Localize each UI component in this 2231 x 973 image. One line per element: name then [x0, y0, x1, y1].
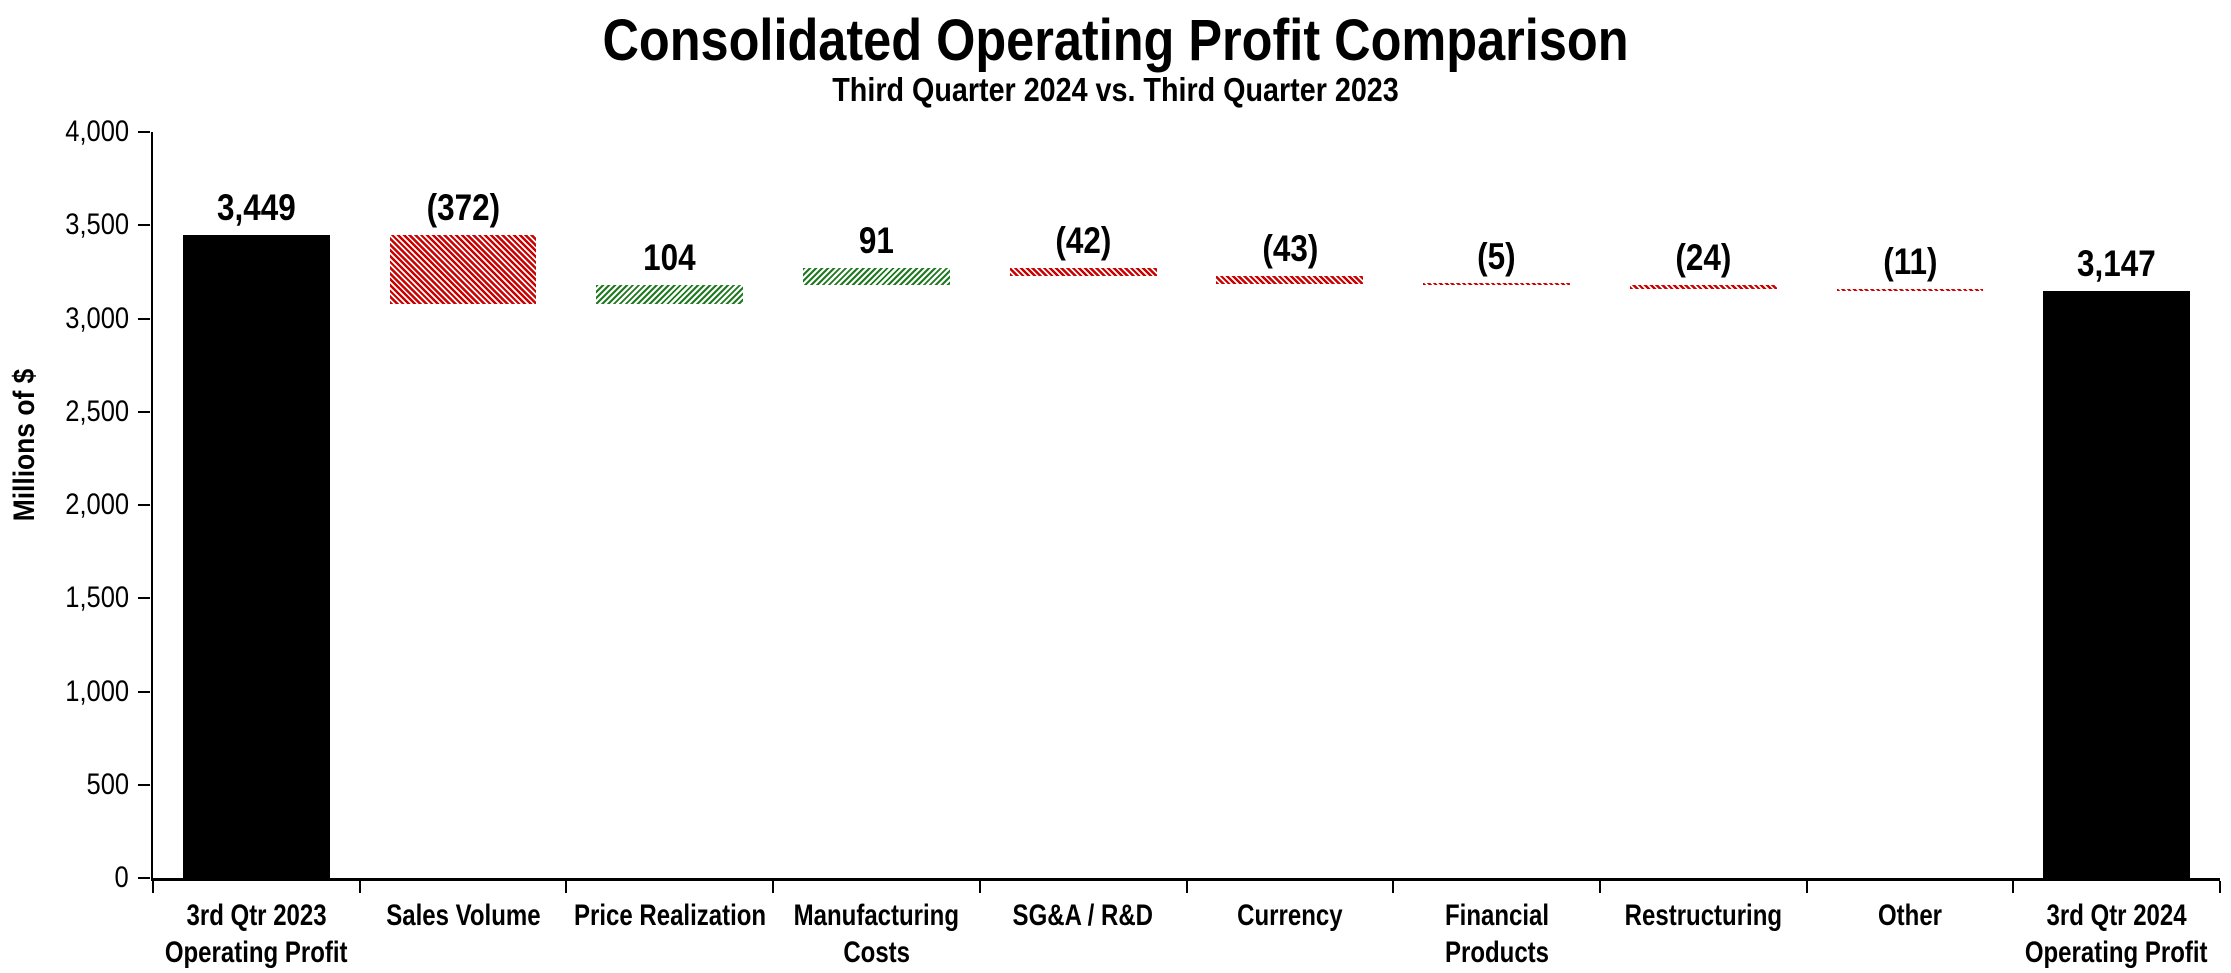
x-tick: [1805, 881, 1808, 893]
y-tick-label: 2,000: [65, 488, 129, 521]
y-tick-label: 3,500: [65, 208, 129, 242]
x-tick: [2012, 881, 2015, 893]
category-label-line: Manufacturing: [793, 899, 960, 932]
bar-value-label-3rd-qtr-2023-operating-profit: 3,449: [216, 186, 296, 228]
x-tick: [152, 881, 154, 893]
y-tick-label: 500: [86, 767, 129, 801]
bar-value-label-sales-volume: (372): [426, 186, 500, 228]
y-tick: [138, 131, 150, 133]
category-label-line: SG&A / R&D: [1012, 899, 1154, 932]
y-tick-label: 2,500: [65, 394, 129, 428]
bar-price-realization: [596, 284, 744, 305]
category-label-financial-products: Financial Products: [1393, 897, 1600, 971]
category-label-line: Other: [1877, 899, 1942, 932]
bar-value-label-manufacturing-costs: 91: [858, 219, 894, 261]
y-axis-title: Millions of $: [8, 368, 41, 522]
category-label-other: Other: [1807, 897, 2014, 934]
category-label-line: Restructuring: [1624, 899, 1782, 932]
y-axis-line: [150, 132, 153, 881]
bar-value-label-other: (11): [1882, 241, 1938, 283]
bar-manufacturing-costs: [803, 267, 950, 285]
bar-value-label-price-realization: 104: [643, 236, 696, 278]
plot-area: 0 500 1,000 1,500 2,000 2,500 3,000 3,500 4,000 …: [65, 116, 2221, 894]
category-label-manufacturing-costs: Manufacturing Costs: [773, 897, 980, 971]
y-tick: [138, 690, 150, 693]
bar-value-label-restructuring: (24): [1675, 236, 1732, 278]
chart-subtitle: Third Quarter 2024 vs. Third Quarter 202…: [832, 71, 1399, 108]
category-label-restructuring: Restructuring: [1600, 897, 1807, 934]
category-label-sg-a-r-d: SG&A / R&D: [980, 897, 1187, 934]
x-tick: [1392, 881, 1395, 893]
category-label-line: Operating Profit: [165, 936, 348, 969]
x-tick: [1598, 881, 1601, 893]
category-label-3rd-qtr-2023-operating-profit: 3rd Qtr 2023 Operating Profit: [153, 897, 360, 971]
x-axis-line: [150, 878, 2220, 881]
y-tick: [138, 504, 150, 506]
y-tick-label: 3,000: [65, 301, 129, 335]
y-tick-label: 4,000: [65, 115, 129, 148]
category-label-line: Costs: [843, 936, 910, 969]
category-label-line: Sales Volume: [385, 899, 541, 932]
bar-restructuring: [1629, 284, 1777, 290]
bar-3rd-qtr-2024-operating-profit: [2043, 291, 2191, 878]
y-tick: [138, 783, 150, 786]
bar-value-label-sg-a-r-d: (42): [1055, 219, 1112, 261]
x-tick: [978, 881, 981, 893]
bar-currency: [1216, 275, 1364, 284]
x-tick: [2219, 881, 2221, 893]
y-tick: [138, 317, 150, 320]
bar-sg-a-r-d: [1009, 267, 1157, 276]
bar-3rd-qtr-2023-operating-profit: [182, 234, 330, 878]
bar-value-label-financial-products: (5): [1477, 235, 1516, 277]
y-tick: [138, 224, 150, 227]
category-label-line: Currency: [1237, 899, 1343, 932]
category-label-line: Operating Profit: [2025, 936, 2208, 969]
category-label-line: 3rd Qtr 2024: [2046, 899, 2187, 932]
category-label-price-realization: Price Realization: [566, 897, 773, 934]
x-tick: [1185, 881, 1188, 893]
category-label-line: 3rd Qtr 2023: [186, 899, 327, 932]
category-label-line: Financial: [1444, 899, 1549, 932]
y-tick-label: 1,000: [65, 674, 129, 708]
y-tick-label: 1,500: [65, 581, 129, 615]
bar-value-label-3rd-qtr-2024-operating-profit: 3,147: [2077, 243, 2156, 285]
bar-other: [1836, 289, 1984, 292]
category-label-line: Products: [1444, 936, 1549, 969]
category-label-currency: Currency: [1187, 897, 1394, 934]
category-label-3rd-qtr-2024-operating-profit: 3rd Qtr 2024 Operating Profit: [2013, 897, 2220, 971]
y-tick: [138, 410, 150, 413]
bar-value-label-currency: (43): [1261, 227, 1318, 269]
y-tick: [138, 877, 150, 879]
chart-title: Consolidated Operating Profit Comparison: [602, 8, 1629, 73]
x-tick: [358, 881, 361, 893]
y-tick: [138, 597, 150, 600]
bar-sales-volume: [389, 234, 537, 305]
x-tick: [772, 881, 775, 893]
category-label-sales-volume: Sales Volume: [360, 897, 567, 934]
x-tick: [565, 881, 568, 893]
category-label-line: Price Realization: [573, 899, 766, 932]
y-tick-label: 0: [114, 861, 129, 894]
bar-financial-products: [1423, 283, 1570, 285]
